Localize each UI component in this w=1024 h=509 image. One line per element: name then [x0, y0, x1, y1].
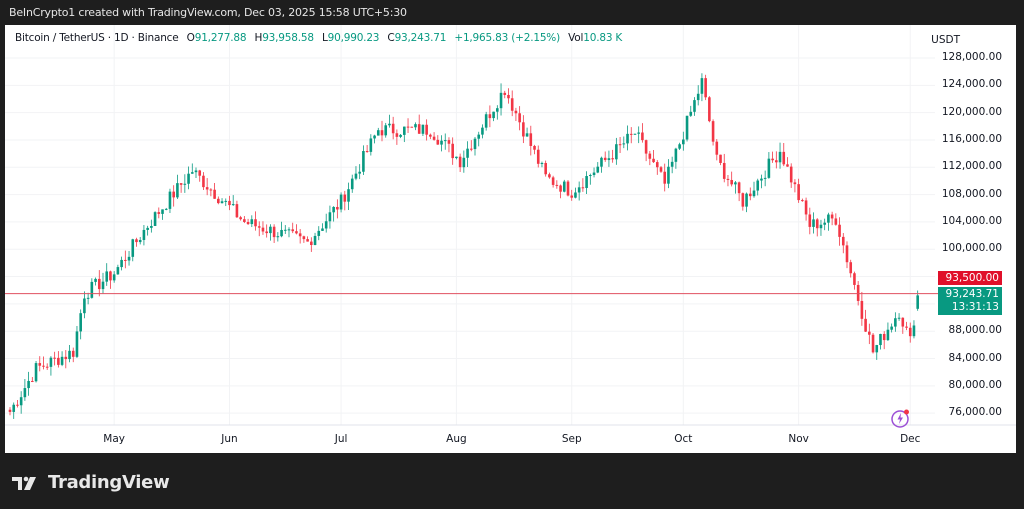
brand-name: TradingView — [48, 472, 170, 493]
chart-caption: BeInCrypto1 created with TradingView.com… — [9, 6, 407, 19]
price-tick: 108,000.00 — [941, 187, 1002, 200]
bar-countdown: 13:31:13 — [951, 301, 999, 313]
price-tick: 88,000.00 — [948, 324, 1002, 337]
price-tick: 104,000.00 — [941, 214, 1002, 227]
price-tick: 124,000.00 — [941, 78, 1002, 91]
currency-unit-button[interactable]: USDT — [931, 34, 960, 46]
volume-value: 10.83 K — [583, 32, 623, 44]
lightning-icon[interactable] — [890, 407, 912, 429]
time-tick: Dec — [900, 433, 921, 445]
time-tick: Sep — [561, 433, 582, 445]
last-price: 93,243.71 — [945, 288, 999, 300]
price-tick: 84,000.00 — [948, 351, 1002, 364]
candlestick-plot[interactable] — [5, 25, 1016, 453]
price-tick: 112,000.00 — [941, 160, 1002, 173]
tradingview-logo: TradingView — [12, 472, 170, 493]
price-tick: 128,000.00 — [941, 51, 1002, 63]
symbol-legend: Bitcoin / TetherUS · 1D · Binance O91,27… — [15, 32, 623, 44]
high-value: 93,958.58 — [262, 32, 314, 44]
low-value: 90,990.23 — [327, 32, 380, 44]
price-tick: 80,000.00 — [948, 378, 1002, 391]
chart-panel[interactable]: Bitcoin / TetherUS · 1D · Binance O91,27… — [5, 25, 1016, 453]
alert-price-tag[interactable]: 93,500.00 — [938, 271, 1002, 285]
tradingview-logo-icon — [12, 476, 36, 490]
price-tick: 100,000.00 — [941, 242, 1002, 255]
open-value: 91,277.88 — [194, 32, 247, 44]
time-tick: May — [103, 433, 126, 445]
time-tick: Jul — [334, 433, 348, 445]
time-tick: Jun — [221, 433, 238, 445]
time-tick: Aug — [446, 433, 467, 445]
last-price-tag: 93,243.71 13:31:13 — [938, 287, 1002, 315]
symbol-title[interactable]: Bitcoin / TetherUS · 1D · Binance — [15, 32, 179, 44]
price-tick: 76,000.00 — [948, 406, 1002, 419]
close-value: 93,243.71 — [394, 32, 447, 44]
time-tick: Oct — [674, 433, 693, 445]
time-tick: Nov — [788, 433, 809, 445]
price-tick: 116,000.00 — [941, 132, 1002, 145]
change-value: +1,965.83 (+2.15%) — [454, 32, 560, 44]
price-tick: 120,000.00 — [941, 105, 1002, 118]
